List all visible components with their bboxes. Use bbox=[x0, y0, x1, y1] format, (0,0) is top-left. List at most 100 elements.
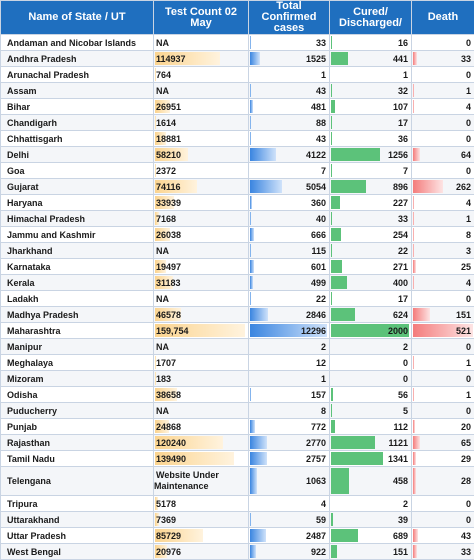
cell-confirmed: 601 bbox=[249, 259, 330, 275]
cell-state-value: Uttar Pradesh bbox=[4, 531, 69, 541]
cell-test-count-value: NA bbox=[154, 342, 172, 352]
cell-test-count: 24868 bbox=[154, 419, 249, 435]
cell-test-count: 764 bbox=[154, 67, 249, 83]
cell-cured-value: 36 bbox=[330, 134, 411, 144]
header-death[interactable]: Death bbox=[412, 1, 474, 35]
cell-cured-value: 1121 bbox=[330, 438, 411, 448]
cell-test-count: NA bbox=[154, 291, 249, 307]
cell-state: Himachal Pradesh bbox=[1, 211, 154, 227]
cell-state: Gujarat bbox=[1, 179, 154, 195]
cell-confirmed: 1063 bbox=[249, 467, 330, 496]
cell-confirmed: 12296 bbox=[249, 323, 330, 339]
cell-confirmed: 7 bbox=[249, 163, 330, 179]
cell-death-value: 0 bbox=[412, 134, 474, 144]
cell-test-count-value: 1614 bbox=[154, 118, 179, 128]
cell-cured: 1 bbox=[330, 67, 412, 83]
cell-cured-value: 0 bbox=[330, 374, 411, 384]
cell-confirmed-value: 43 bbox=[249, 86, 329, 96]
cell-confirmed-value: 772 bbox=[249, 422, 329, 432]
cell-state: Uttarakhand bbox=[1, 512, 154, 528]
cell-death: 0 bbox=[412, 163, 474, 179]
cell-death: 0 bbox=[412, 291, 474, 307]
header-state[interactable]: Name of State / UT bbox=[1, 1, 154, 35]
cell-state: Delhi bbox=[1, 147, 154, 163]
cell-cured: 5 bbox=[330, 403, 412, 419]
cell-death-value: 25 bbox=[412, 262, 474, 272]
cell-cured: 441 bbox=[330, 51, 412, 67]
cell-cured: 1341 bbox=[330, 451, 412, 467]
cell-death-value: 8 bbox=[412, 230, 474, 240]
cell-confirmed-value: 40 bbox=[249, 214, 329, 224]
cell-death: 0 bbox=[412, 131, 474, 147]
cell-confirmed: 4 bbox=[249, 496, 330, 512]
cell-test-count-value: 5178 bbox=[154, 499, 179, 509]
header-confirmed[interactable]: Total Confirmed cases bbox=[249, 1, 330, 35]
cell-death: 0 bbox=[412, 67, 474, 83]
cell-cured-value: 400 bbox=[330, 278, 411, 288]
cell-state: Meghalaya bbox=[1, 355, 154, 371]
cell-state-value: Uttarakhand bbox=[4, 515, 63, 525]
cell-confirmed-value: 33 bbox=[249, 38, 329, 48]
cell-test-count: 159,754 bbox=[154, 323, 249, 339]
cell-test-count-value: 18881 bbox=[154, 134, 184, 144]
cell-cured-value: 227 bbox=[330, 198, 411, 208]
header-cured[interactable]: Cured/ Discharged/ bbox=[330, 1, 412, 35]
cell-death-value: 0 bbox=[412, 342, 474, 352]
cell-death-value: 65 bbox=[412, 438, 474, 448]
cell-state: Tamil Nadu bbox=[1, 451, 154, 467]
cell-state-value: Tamil Nadu bbox=[4, 454, 58, 464]
cell-state: Andhra Pradesh bbox=[1, 51, 154, 67]
cell-death-value: 0 bbox=[412, 499, 474, 509]
cell-confirmed-value: 4 bbox=[249, 499, 329, 509]
cell-death: 0 bbox=[412, 496, 474, 512]
cell-confirmed: 666 bbox=[249, 227, 330, 243]
cell-confirmed: 5054 bbox=[249, 179, 330, 195]
cell-death-value: 0 bbox=[412, 38, 474, 48]
cell-state-value: Goa bbox=[4, 166, 28, 176]
cell-confirmed: 59 bbox=[249, 512, 330, 528]
cell-test-count-value: 159,754 bbox=[154, 326, 192, 336]
cell-state: Madhya Pradesh bbox=[1, 307, 154, 323]
cell-cured: 227 bbox=[330, 195, 412, 211]
cell-state: Goa bbox=[1, 163, 154, 179]
cell-death-value: 43 bbox=[412, 531, 474, 541]
cell-state-value: West Bengal bbox=[4, 547, 64, 557]
cell-cured-value: 1341 bbox=[330, 454, 411, 464]
cell-test-count: 139490 bbox=[154, 451, 249, 467]
cell-confirmed-value: 88 bbox=[249, 118, 329, 128]
cell-cured-value: 39 bbox=[330, 515, 411, 525]
cell-death-value: 0 bbox=[412, 374, 474, 384]
cell-confirmed: 2770 bbox=[249, 435, 330, 451]
cell-cured: 689 bbox=[330, 528, 412, 544]
cell-test-count-value: 139490 bbox=[154, 454, 189, 464]
cell-death-value: 0 bbox=[412, 515, 474, 525]
cell-test-count-value: 114937 bbox=[154, 54, 189, 64]
cell-state: Haryana bbox=[1, 195, 154, 211]
cell-cured: 32 bbox=[330, 83, 412, 99]
cell-confirmed-value: 1525 bbox=[249, 54, 329, 64]
cell-test-count: 1707 bbox=[154, 355, 249, 371]
cell-death: 20 bbox=[412, 419, 474, 435]
cell-state-value: Ladakh bbox=[4, 294, 42, 304]
cell-confirmed-value: 2 bbox=[249, 342, 329, 352]
cell-confirmed-value: 5054 bbox=[249, 182, 329, 192]
cell-test-count-value: 1707 bbox=[154, 358, 179, 368]
cell-test-count: NA bbox=[154, 243, 249, 259]
cell-cured: 624 bbox=[330, 307, 412, 323]
cell-death: 1 bbox=[412, 211, 474, 227]
cell-test-count-value: 85729 bbox=[154, 531, 184, 541]
cell-confirmed-value: 59 bbox=[249, 515, 329, 525]
header-test-count[interactable]: Test Count 02 May bbox=[154, 1, 249, 35]
cell-cured-value: 33 bbox=[330, 214, 411, 224]
cell-state-value: Mizoram bbox=[4, 374, 47, 384]
cell-death-value: 28 bbox=[412, 476, 474, 487]
header-row: Name of State / UT Test Count 02 May Tot… bbox=[1, 1, 474, 35]
